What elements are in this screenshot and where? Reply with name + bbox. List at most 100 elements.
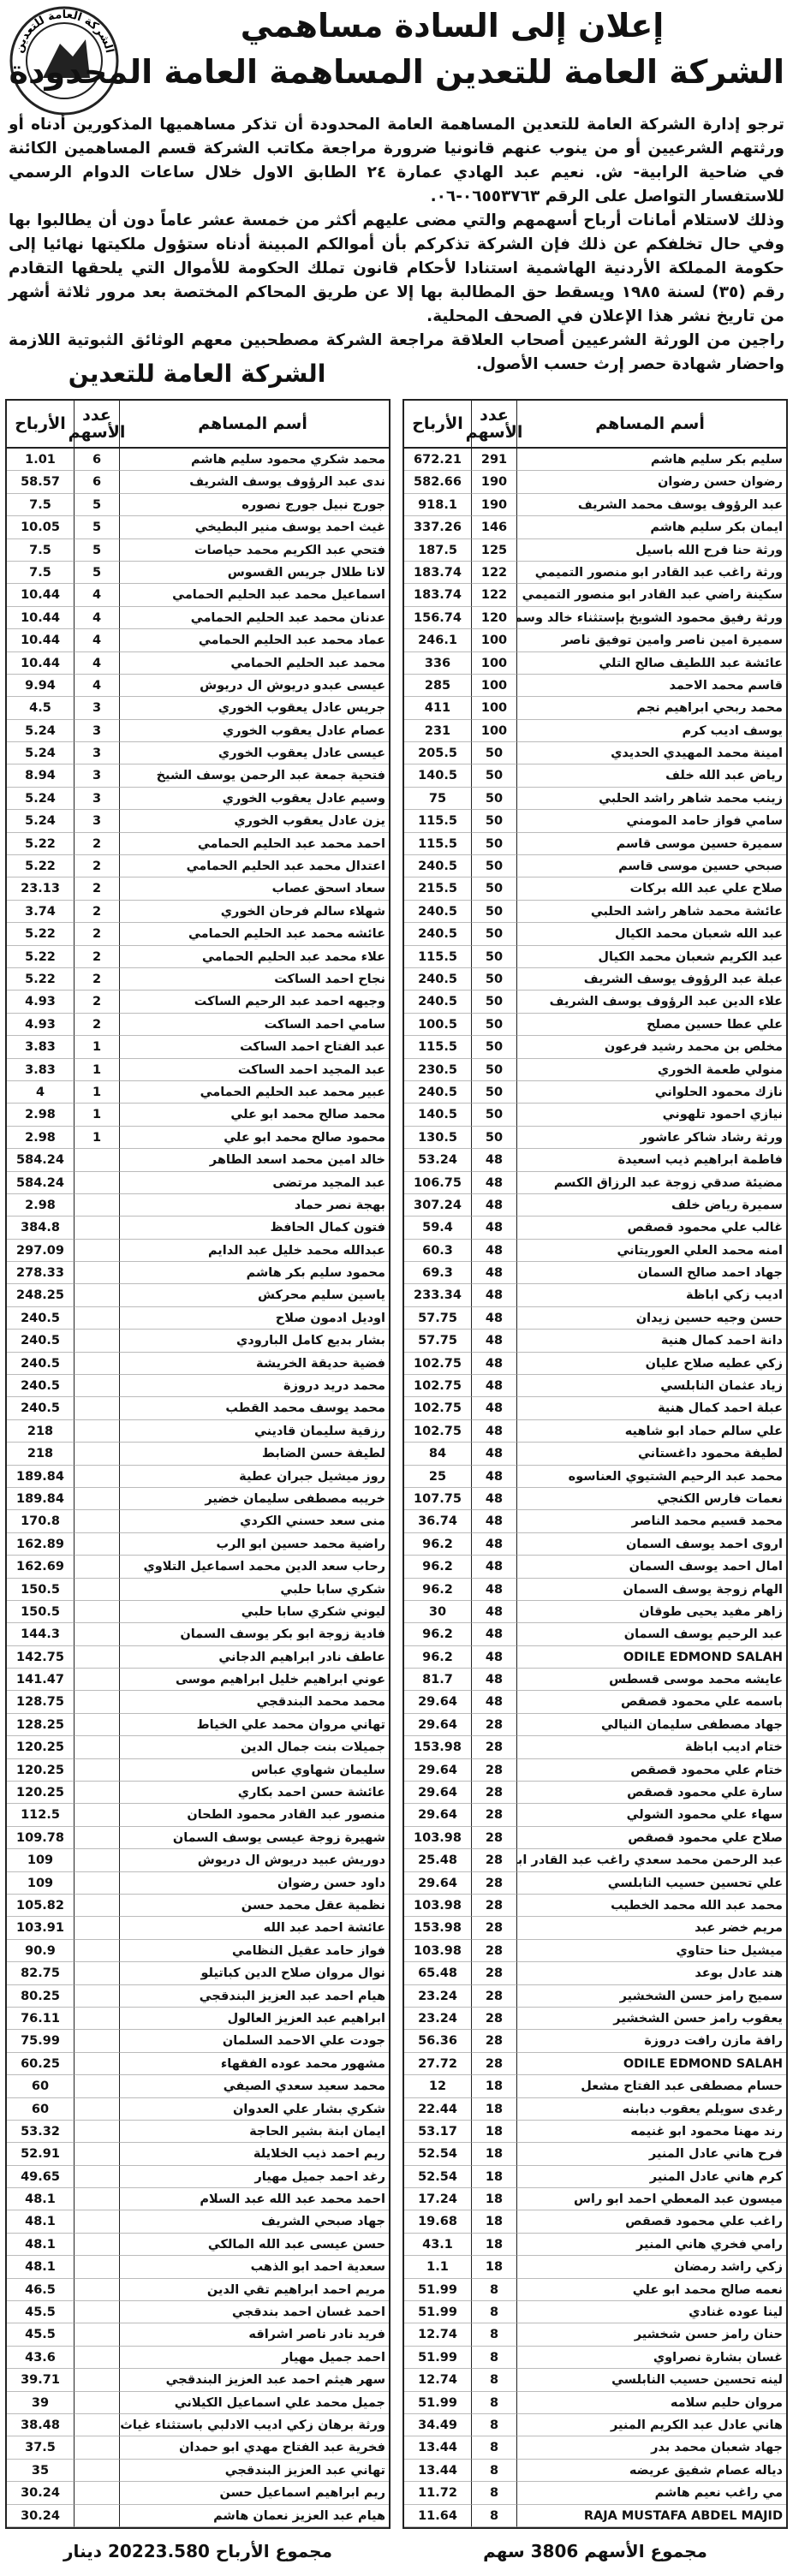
shareholder-name: نيازي احمود تلهوني	[516, 1104, 786, 1127]
empty-cell	[74, 2075, 119, 2098]
dividends: 57.75	[404, 1330, 471, 1353]
shares: 48	[471, 1193, 516, 1217]
shareholder-name: امال احمد يوسف السمان	[516, 1556, 786, 1579]
shareholder-name: حنان رامز حسن شخشير	[516, 2323, 786, 2347]
shares: 48	[471, 1532, 516, 1556]
shareholder-name: جهاد احمد صالح السمان	[516, 1262, 786, 1285]
empty-cell	[74, 1149, 119, 1172]
empty-cell	[74, 1284, 119, 1307]
dividends: 39	[7, 2392, 74, 2414]
shareholder-name: سامي احمد الساكت	[119, 1013, 389, 1037]
shareholder-name: احمد جميل مهيار	[119, 2346, 389, 2370]
table-row: زينب محمد شاهر راشد الحلبي 50 75	[404, 787, 786, 811]
shareholder-name: محمد عبد الرحيم الشتيوي العناسوه	[516, 1465, 786, 1488]
table-row: اروى احمد يوسف السمان 48 96.2	[404, 1532, 786, 1556]
dividends: 49.65	[7, 2166, 74, 2189]
shareholder-name: صبحي حسين موسى قاسم	[516, 855, 786, 878]
shareholder-name: امينة محمد المهيدي الحديدي	[516, 742, 786, 765]
dividends: 156.74	[404, 607, 471, 630]
shareholder-name: اسماعيل محمد عبد الحليم الحمامي	[119, 584, 389, 607]
shareholder-name: سعدية احمد ابو الذهب	[119, 2256, 389, 2279]
shares: 5	[74, 493, 119, 517]
table-row: عائشة حسن احمد بكاري 120.25	[7, 1782, 389, 1805]
shareholder-name: زكي راشد رمضان	[516, 2256, 786, 2279]
shareholder-name: سارة علي محمود قصقص	[516, 1782, 786, 1805]
shares: 50	[471, 878, 516, 901]
table-row: مشهور محمد عوده الفقهاء 60.25	[7, 2052, 389, 2076]
subtitle: الشركة العامة للتعدين المساهمة العامة ال…	[9, 53, 784, 91]
dividends: 4.5	[7, 697, 74, 720]
shareholder-name: لينا عوده غنادي	[516, 2301, 786, 2324]
company-heading: الشركة العامة للتعدين	[68, 360, 326, 388]
table-row: لينه تحسين حسيب النابلسي 8 12.74	[404, 2369, 786, 2392]
shareholder-name: حسن عيسى عبد الله المالكي	[119, 2233, 389, 2257]
shareholder-name: منولي طعمة الخوري	[516, 1058, 786, 1081]
empty-cell	[74, 2323, 119, 2347]
shares: 28	[471, 1804, 516, 1827]
shares: 8	[471, 2459, 516, 2483]
table-row: باسمه علي محمود قصقص 48 29.64	[404, 1691, 786, 1714]
column-header: الأرباح	[412, 414, 463, 433]
dividends: 102.75	[404, 1420, 471, 1443]
shares: 4	[74, 606, 119, 630]
shares: 2	[74, 878, 119, 901]
shares: 18	[471, 2075, 516, 2098]
table-row: ميسون عبد المعطي احمد ابو راس 18 17.24	[404, 2188, 786, 2211]
shares: 100	[471, 697, 516, 720]
shares: 5	[74, 516, 119, 539]
dividends: 37.5	[7, 2436, 74, 2460]
shares: 2	[74, 900, 119, 924]
empty-cell	[74, 1600, 119, 1624]
shares: 50	[471, 787, 516, 811]
shareholder-name: جودت علي الاحمد السلمان	[119, 2030, 389, 2053]
shareholder-name: محمود صالح محمد ابو علي	[119, 1126, 389, 1150]
table-row: فواز حامد عقيل النظامي 90.9	[7, 1939, 389, 1963]
table-row: زياد عثمان النابلسي 48 102.75	[404, 1375, 786, 1398]
table-row: عائشة احمد عبد الله 103.91	[7, 1917, 389, 1940]
shareholder-name: اوديل ادمون صلاح	[119, 1306, 389, 1330]
table-row: ريم احمد ذيب الخلايلة 52.91	[7, 2143, 389, 2166]
empty-cell	[74, 1871, 119, 1895]
table-row: فريد نادر ناصر اشراقه 45.5	[7, 2323, 389, 2347]
table-row: فادية زوجة ابو بكر يوسف السمان 144.3	[7, 1623, 389, 1646]
table-row: روز ميشيل جبران عطية 189.84	[7, 1465, 389, 1488]
table-row: عائشة عبد اللطيف صالح التلي 100 336	[404, 651, 786, 675]
shares: 146	[471, 516, 516, 539]
shareholder-name: فتحية جمعة عبد الرحمن يوسف الشيخ	[119, 764, 389, 788]
table-row: غسان بشارة نصراوي 8 51.99	[404, 2346, 786, 2370]
dividends: 109	[7, 1849, 74, 1872]
shares: 28	[471, 1962, 516, 1985]
dividends: 36.74	[404, 1510, 471, 1533]
dividends: 3.83	[7, 1059, 74, 1081]
shareholder-name: اديب زكي اباظة	[516, 1284, 786, 1307]
table-row: سميرة امين ناصر وامين توفيق ناصر 100 246.1	[404, 629, 786, 652]
dividends: 170.8	[7, 1510, 74, 1533]
shareholder-name: رغدى سويلم يعقوب دبابنه	[516, 2097, 786, 2121]
empty-cell	[74, 2007, 119, 2031]
table-row: وجيهه احمد عبد الرحيم الساكت 2 4.93	[7, 991, 389, 1014]
table-row: لطيفة محمود داغستاني 48 84	[404, 1443, 786, 1466]
shareholder-name: زكي عطيه صلاح عليان	[516, 1352, 786, 1376]
shareholder-name: عيسى عبدو دريوش ال دريوش	[119, 674, 389, 698]
shares: 2	[74, 855, 119, 878]
dividends: 153.98	[404, 1736, 471, 1759]
dividends: 672.21	[404, 449, 471, 472]
shareholder-name: عبد المجيد احمد الساكت	[119, 1058, 389, 1081]
table-row: سعاد اسحق عصاب 2 23.13	[7, 878, 389, 901]
empty-cell	[74, 2346, 119, 2370]
shareholder-name: عبد الرحمن محمد سعدي راغب عبد القادر ابو…	[516, 1849, 786, 1872]
shareholder-name: ندى عبد الرؤوف يوسف الشريف	[119, 471, 389, 494]
dividends: 84	[404, 1443, 471, 1466]
table-row: فضية حديقة الخريشة 240.5	[7, 1352, 389, 1376]
shares: 48	[471, 1239, 516, 1263]
dividends: 105.82	[7, 1895, 74, 1918]
shareholder-name: عبد الرؤوف يوسف محمد الشريف	[516, 493, 786, 517]
dividends: 240.5	[404, 855, 471, 878]
dividends: 39.71	[7, 2369, 74, 2392]
shareholder-name: عدنان محمد عبد الحليم الحمامي	[119, 606, 389, 630]
shares: 28	[471, 2052, 516, 2076]
table-row: مي راغب نعيم هاشم 8 11.72	[404, 2482, 786, 2505]
dividends: 106.75	[404, 1172, 471, 1194]
shareholder-name: ورثة رشاد شاكر عاشور	[516, 1126, 786, 1150]
table-row: رامي فخري هاني المنير 18 43.1	[404, 2233, 786, 2257]
